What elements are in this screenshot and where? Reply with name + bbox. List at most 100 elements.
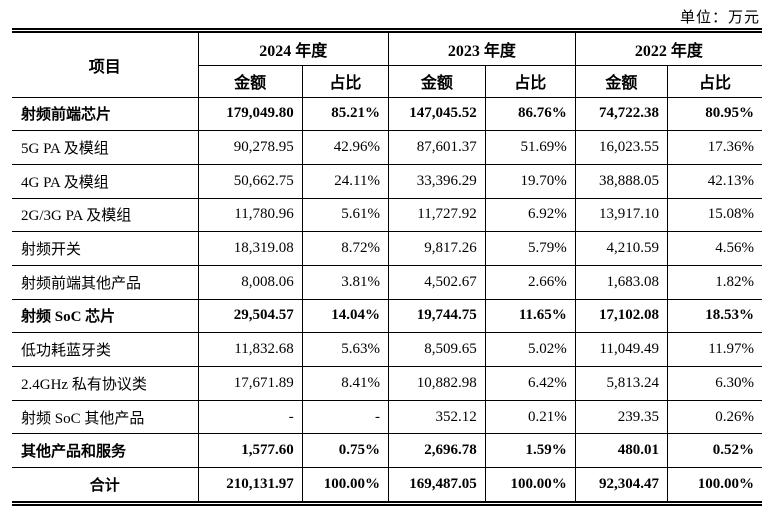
ratio-cell: 100.00% xyxy=(484,467,576,502)
ratio-cell: 100.00% xyxy=(667,467,762,502)
ratio-cell: 51.69% xyxy=(484,130,576,165)
row-label: 射频开关 xyxy=(12,231,199,266)
amount-cell: 1,683.08 xyxy=(574,264,669,300)
table-row: 5G PA 及模组 90,278.95 42.96% 87,601.37 51.69% 1… xyxy=(12,130,762,165)
ratio-cell: 24.11% xyxy=(301,163,390,199)
ratio-cell: 1.59% xyxy=(484,433,576,469)
ratio-cell: 42.13% xyxy=(667,163,762,199)
col-header-year-2022: 2022 年度 xyxy=(574,33,762,66)
ratio-cell: 18.53% xyxy=(667,298,762,334)
amount-cell: 17,671.89 xyxy=(197,366,303,401)
row-label: 合计 xyxy=(12,467,199,502)
amount-cell: 74,722.38 xyxy=(574,96,669,132)
ratio-cell: 15.08% xyxy=(667,197,762,233)
amount-cell: 1,577.60 xyxy=(197,433,303,469)
amount-cell: 50,662.75 xyxy=(197,163,303,199)
amount-cell: 29,504.57 xyxy=(197,298,303,334)
table-header: 项目 2024 年度 2023 年度 2022 年度 金额 占比 金额 占比 金… xyxy=(12,33,762,98)
table-row: 2G/3G PA 及模组 11,780.96 5.61% 11,727.92 6.92%… xyxy=(12,197,762,233)
amount-cell: 92,304.47 xyxy=(574,467,669,502)
ratio-cell: 85.21% xyxy=(301,96,390,132)
ratio-cell: 8.72% xyxy=(301,231,390,266)
row-label: 其他产品和服务 xyxy=(12,433,199,469)
col-header-ratio-2022: 占比 xyxy=(667,64,762,98)
table-row: 合计 210,131.97 100.00% 169,487.05 100.00% 92,3… xyxy=(12,467,762,502)
ratio-cell: 11.97% xyxy=(667,332,762,367)
row-label: 2.4GHz 私有协议类 xyxy=(12,366,199,401)
col-header-year-2023: 2023 年度 xyxy=(388,33,576,66)
amount-cell: 8,008.06 xyxy=(197,264,303,300)
amount-cell: 18,319.08 xyxy=(197,231,303,266)
ratio-cell: 3.81% xyxy=(301,264,390,300)
ratio-cell: 86.76% xyxy=(484,96,576,132)
amount-cell: 9,817.26 xyxy=(388,231,486,266)
unit-label: 单位：万元 xyxy=(679,10,760,26)
ratio-cell: 0.75% xyxy=(301,433,390,469)
table-row: 射频前端芯片 179,049.80 85.21% 147,045.52 86.76% 74… xyxy=(12,96,762,132)
ratio-cell: 2.66% xyxy=(484,264,576,300)
ratio-cell: 5.61% xyxy=(301,197,390,233)
amount-cell: 2,696.78 xyxy=(388,433,486,469)
ratio-cell: 80.95% xyxy=(667,96,762,132)
row-label: 低功耗蓝牙类 xyxy=(12,332,199,367)
col-header-ratio-2024: 占比 xyxy=(301,64,390,98)
amount-cell: 239.35 xyxy=(574,399,669,435)
table-row: 射频 SoC 芯片 29,504.57 14.04% 19,744.75 11.65% 1… xyxy=(12,298,762,334)
amount-cell: 147,045.52 xyxy=(388,96,486,132)
ratio-cell: 0.26% xyxy=(667,399,762,435)
amount-cell: 38,888.05 xyxy=(574,163,669,199)
amount-cell: 480.01 xyxy=(574,433,669,469)
row-label: 5G PA 及模组 xyxy=(12,130,199,165)
amount-cell: 352.12 xyxy=(388,399,486,435)
ratio-cell: 6.42% xyxy=(484,366,576,401)
amount-cell: 4,502.67 xyxy=(388,264,486,300)
ratio-cell: 5.79% xyxy=(484,231,576,266)
table-row: 其他产品和服务 1,577.60 0.75% 2,696.78 1.59% 480.01 0… xyxy=(12,433,762,469)
amount-cell: 90,278.95 xyxy=(197,130,303,165)
amount-cell: 8,509.65 xyxy=(388,332,486,367)
ratio-cell: 6.92% xyxy=(484,197,576,233)
ratio-cell: 1.82% xyxy=(667,264,762,300)
ratio-cell: 14.04% xyxy=(301,298,390,334)
col-header-year-2024: 2024 年度 xyxy=(197,33,389,66)
amount-cell: 10,882.98 xyxy=(388,366,486,401)
ratio-cell: 0.52% xyxy=(667,433,762,469)
ratio-cell: 6.30% xyxy=(667,366,762,401)
ratio-cell: - xyxy=(301,399,390,435)
amount-cell: 11,832.68 xyxy=(197,332,303,367)
amount-cell: 16,023.55 xyxy=(574,130,669,165)
table-row: 射频开关 18,319.08 8.72% 9,817.26 5.79% 4,210.59 4… xyxy=(12,231,762,266)
col-header-amount-2023: 金额 xyxy=(388,64,486,98)
ratio-cell: 5.02% xyxy=(484,332,576,367)
amount-cell: 169,487.05 xyxy=(388,467,486,502)
amount-cell: 33,396.29 xyxy=(388,163,486,199)
amount-cell: - xyxy=(197,399,303,435)
amount-cell: 11,049.49 xyxy=(574,332,669,367)
amount-cell: 13,917.10 xyxy=(574,197,669,233)
table-container: 项目 2024 年度 2023 年度 2022 年度 金额 占比 金额 占比 金… xyxy=(12,28,762,507)
amount-cell: 11,727.92 xyxy=(388,197,486,233)
amount-cell: 19,744.75 xyxy=(388,298,486,334)
table-row: 2.4GHz 私有协议类 17,671.89 8.41% 10,882.98 6.42%… xyxy=(12,366,762,401)
row-label: 射频 SoC 其他产品 xyxy=(12,399,199,435)
amount-cell: 87,601.37 xyxy=(388,130,486,165)
table-body: 射频前端芯片 179,049.80 85.21% 147,045.52 86.76% 74… xyxy=(12,96,762,502)
ratio-cell: 4.56% xyxy=(667,231,762,266)
col-header-amount-2024: 金额 xyxy=(198,64,303,98)
ratio-cell: 0.21% xyxy=(484,399,576,435)
ratio-cell: 100.00% xyxy=(301,467,390,502)
row-label: 4G PA 及模组 xyxy=(12,163,199,199)
col-header-item: 项目 xyxy=(12,33,199,98)
col-header-amount-2022: 金额 xyxy=(574,64,669,98)
table-row: 低功耗蓝牙类 11,832.68 5.63% 8,509.65 5.02% 11,049.… xyxy=(12,332,762,367)
amount-cell: 179,049.80 xyxy=(197,96,303,132)
amount-cell: 11,780.96 xyxy=(197,197,303,233)
amount-cell: 17,102.08 xyxy=(574,298,669,334)
ratio-cell: 5.63% xyxy=(301,332,390,367)
ratio-cell: 42.96% xyxy=(301,130,390,165)
revenue-breakdown-table: 项目 2024 年度 2023 年度 2022 年度 金额 占比 金额 占比 金… xyxy=(12,33,762,502)
row-label: 射频前端芯片 xyxy=(12,96,199,132)
col-header-ratio-2023: 占比 xyxy=(484,64,576,98)
table-row: 4G PA 及模组 50,662.75 24.11% 33,396.29 19.70% 3… xyxy=(12,163,762,199)
